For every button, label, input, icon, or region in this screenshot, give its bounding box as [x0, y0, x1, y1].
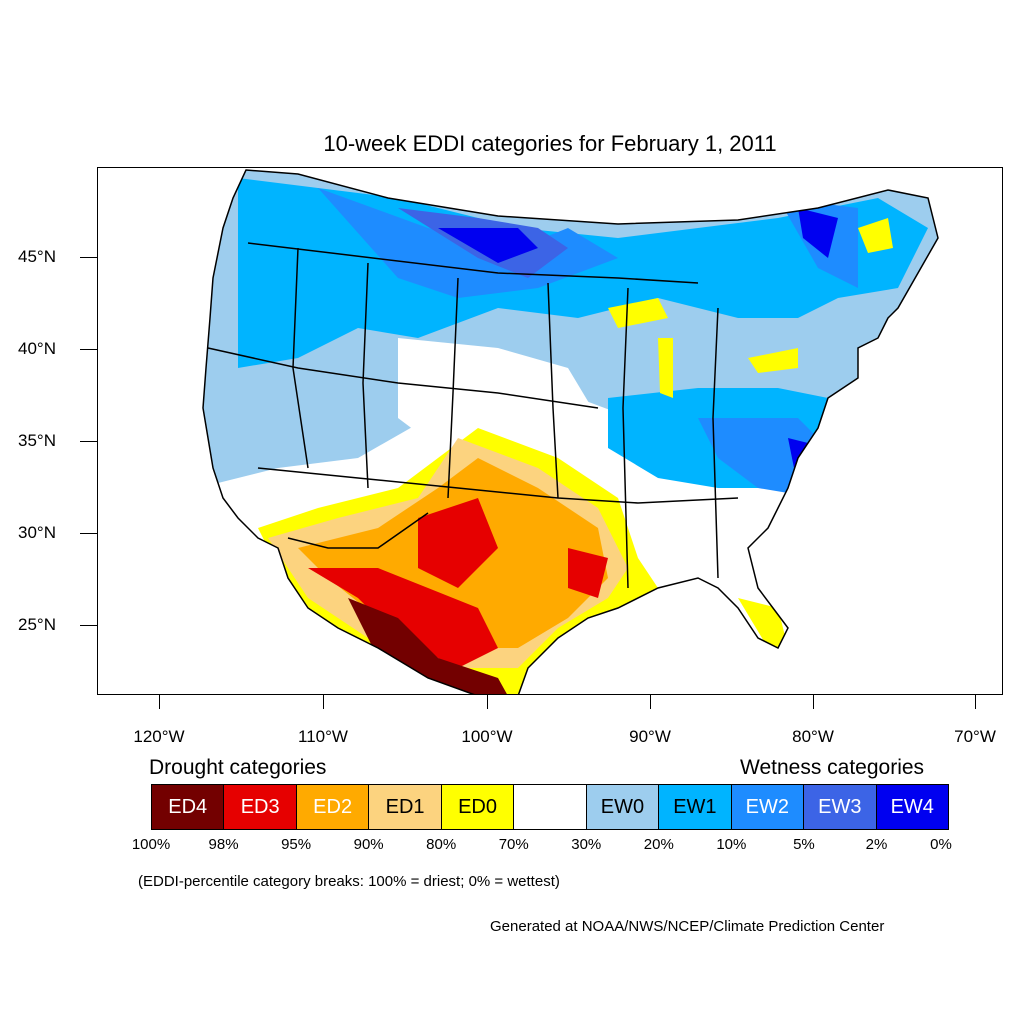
field-ew4-north: [438, 228, 538, 263]
field-ed3-east: [568, 548, 608, 598]
lat-tick: [80, 441, 97, 442]
legend-cell-ew3: EW3: [804, 785, 877, 829]
eddi-category-fields: [203, 170, 938, 694]
lon-tick: [159, 695, 160, 709]
field-ew4-northeast: [798, 208, 838, 258]
legend-cell-ed4: ED4: [152, 785, 225, 829]
lat-label-45: 45°N: [18, 247, 56, 266]
state-line-35n: [257, 467, 739, 504]
state-line-east: [712, 307, 719, 579]
legend-cell-ed2: ED2: [296, 785, 370, 829]
percentile-label: 70%: [498, 836, 529, 853]
percentile-label: 2%: [865, 836, 888, 853]
percentile-label: 80%: [426, 836, 457, 853]
percentile-label: 0%: [930, 836, 952, 853]
percentile-label: 95%: [281, 836, 312, 853]
category-legend: ED4 ED3 ED2 ED1 ED0 EW0 EW1 EW2 EW3 EW4: [151, 784, 949, 830]
lat-label-30: 30°N: [18, 523, 56, 542]
state-line-40n: [207, 347, 599, 409]
field-ed0-east-lakes: [748, 348, 798, 373]
lat-label-40: 40°N: [18, 339, 56, 358]
map-title: 10-week EDDI categories for February 1, …: [323, 131, 777, 156]
lon-tick: [323, 695, 324, 709]
lon-tick: [975, 695, 976, 709]
eddi-map: [97, 167, 1003, 695]
lon-label-70: 70°W: [954, 727, 996, 746]
lon-label-110: 110°W: [298, 727, 348, 746]
legend-cell-ed0: ED0: [441, 785, 515, 829]
legend-cell-ew0: EW0: [586, 785, 660, 829]
percentile-label: 20%: [643, 836, 674, 853]
category-note: (EDDI-percentile category breaks: 100% =…: [138, 873, 560, 890]
boundary-lines: [202, 169, 939, 694]
field-ed0-lakes: [608, 298, 668, 328]
lat-tick: [80, 257, 97, 258]
state-line-mountain: [362, 262, 369, 489]
lat-tick: [80, 349, 97, 350]
lat-label-35: 35°N: [18, 431, 56, 450]
state-line-mississippi: [622, 287, 629, 589]
map-canvas: [202, 169, 939, 694]
percentile-label: 10%: [716, 836, 747, 853]
border-mexico: [287, 512, 429, 549]
legend-cell-ed1: ED1: [369, 785, 442, 829]
border-northern: [247, 242, 699, 284]
percentile-label: 90%: [353, 836, 384, 853]
state-line-plains: [547, 282, 559, 499]
lon-label-80: 80°W: [792, 727, 834, 746]
credit-line: Generated at NOAA/NWS/NCEP/Climate Predi…: [490, 918, 885, 935]
legend-cell-ed3: ED3: [224, 785, 297, 829]
lat-label-25: 25°N: [18, 615, 56, 634]
percentile-label: 98%: [208, 836, 239, 853]
lon-label-100: 100°W: [461, 727, 513, 746]
lon-tick: [650, 695, 651, 709]
percentile-label: 30%: [571, 836, 602, 853]
lat-tick: [80, 625, 97, 626]
lon-label-90: 90°W: [629, 727, 671, 746]
field-ed0-michigan: [658, 338, 673, 398]
legend-cell-neutral: [514, 785, 587, 829]
lon-tick: [813, 695, 814, 709]
legend-cell-ew2: EW2: [731, 785, 805, 829]
coastline: [202, 169, 939, 694]
state-line-central: [447, 277, 459, 499]
wetness-heading: Wetness categories: [740, 756, 925, 779]
legend-cell-ew4: EW4: [876, 785, 948, 829]
field-ed0-northeast: [858, 218, 893, 253]
lon-label-120: 120°W: [133, 727, 185, 746]
drought-heading: Drought categories: [149, 756, 327, 779]
field-ed3-central: [418, 498, 498, 588]
lat-tick: [80, 533, 97, 534]
lon-tick: [487, 695, 488, 709]
percentile-label: 5%: [793, 836, 815, 853]
percentile-label: 100%: [131, 836, 171, 853]
legend-cell-ew1: EW1: [659, 785, 732, 829]
state-line-west: [292, 247, 309, 469]
field-ed4: [348, 598, 508, 694]
field-ed3-south: [308, 568, 498, 668]
